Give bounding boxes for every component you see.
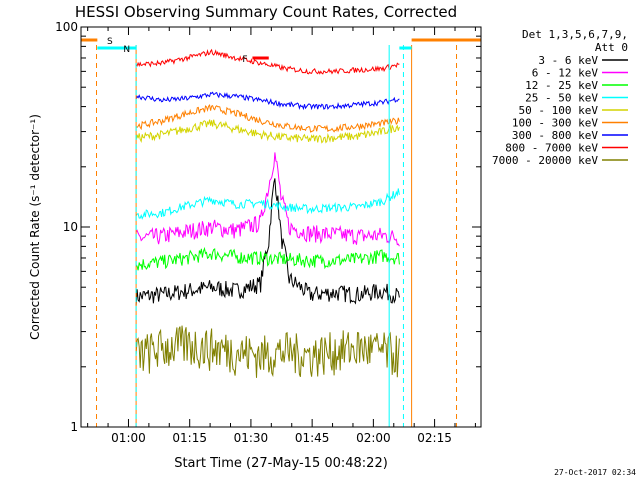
legend-label-8: 7000 - 20000 keV [492, 154, 598, 167]
legend-label-2: 12 - 25 keV [525, 79, 598, 92]
y-axis: 1 10 100 [55, 20, 481, 434]
chart-title: HESSI Observing Summary Count Rates, Cor… [75, 3, 457, 21]
series-line-7 [135, 48, 400, 75]
y-tick-label-1: 10 [63, 220, 78, 234]
x-tick-label-0: 01:00 [111, 431, 146, 445]
y-tick-label-0: 1 [70, 420, 78, 434]
x-axis-label: Start Time (27-May-15 00:48:22) [174, 456, 388, 471]
legend-label-4: 50 - 100 keV [519, 104, 599, 117]
legend-label-0: 3 - 6 keV [538, 54, 598, 67]
series-line-8 [135, 325, 400, 378]
x-axis: 01:00 01:15 01:30 01:45 02:00 02:15 [87, 27, 476, 445]
timestamp: 27-Oct-2017 02:34 [554, 468, 636, 477]
series-line-5 [135, 103, 400, 133]
x-tick-label-4: 02:00 [356, 431, 391, 445]
legend-label-1: 6 - 12 keV [532, 67, 599, 80]
series-line-6 [135, 91, 400, 111]
annotation-label-1: N [123, 45, 130, 55]
x-tick-label-2: 01:30 [234, 431, 269, 445]
x-tick-label-5: 02:15 [417, 431, 452, 445]
y-axis-label: Corrected Count Rate (s⁻¹ detector⁻¹) [28, 114, 42, 340]
legend-header-2: Att 0 [595, 41, 628, 54]
legend-header-1: Det 1,3,5,6,7,9, [522, 28, 628, 41]
annotation-label-2: F [242, 55, 247, 65]
annotation-label-0: S [107, 37, 113, 47]
x-tick-label-1: 01:15 [172, 431, 207, 445]
marks-layer: SN F [81, 37, 481, 427]
series-line-2 [135, 246, 400, 271]
series-line-3 [135, 188, 400, 220]
legend-label-5: 100 - 300 keV [512, 117, 598, 130]
series-line-0 [135, 178, 400, 306]
legend-label-6: 300 - 800 keV [512, 129, 598, 142]
series-layer [135, 48, 400, 378]
y-tick-label-2: 100 [55, 20, 78, 34]
x-tick-label-3: 01:45 [295, 431, 330, 445]
series-line-4 [135, 119, 400, 144]
legend-label-7: 800 - 7000 keV [505, 142, 598, 155]
series-line-1 [135, 152, 400, 247]
legend-label-3: 25 - 50 keV [525, 92, 598, 105]
